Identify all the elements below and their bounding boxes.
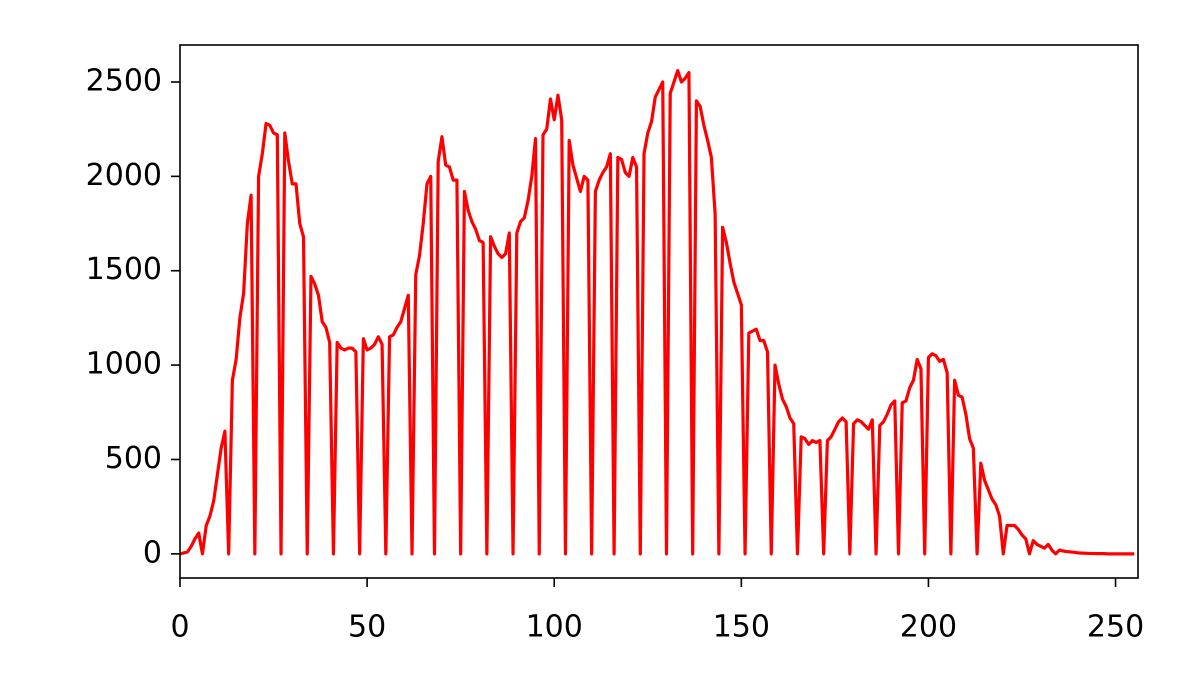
y-tick-label: 2500 <box>86 63 162 98</box>
x-tick-label: 250 <box>1087 610 1144 645</box>
data-line <box>180 69 1135 556</box>
y-tick-label: 1500 <box>86 252 162 287</box>
y-tick-label: 1000 <box>86 347 162 382</box>
y-tick-label: 0 <box>143 535 162 570</box>
y-tick-label: 500 <box>105 441 162 476</box>
x-tick-label: 200 <box>900 610 957 645</box>
x-tick-label: 100 <box>526 610 583 645</box>
y-tick-label: 2000 <box>86 158 162 193</box>
x-tick-label: 150 <box>713 610 770 645</box>
plot-frame <box>179 44 1139 579</box>
x-tick-label: 50 <box>348 610 386 645</box>
x-tick-label: 0 <box>170 610 189 645</box>
